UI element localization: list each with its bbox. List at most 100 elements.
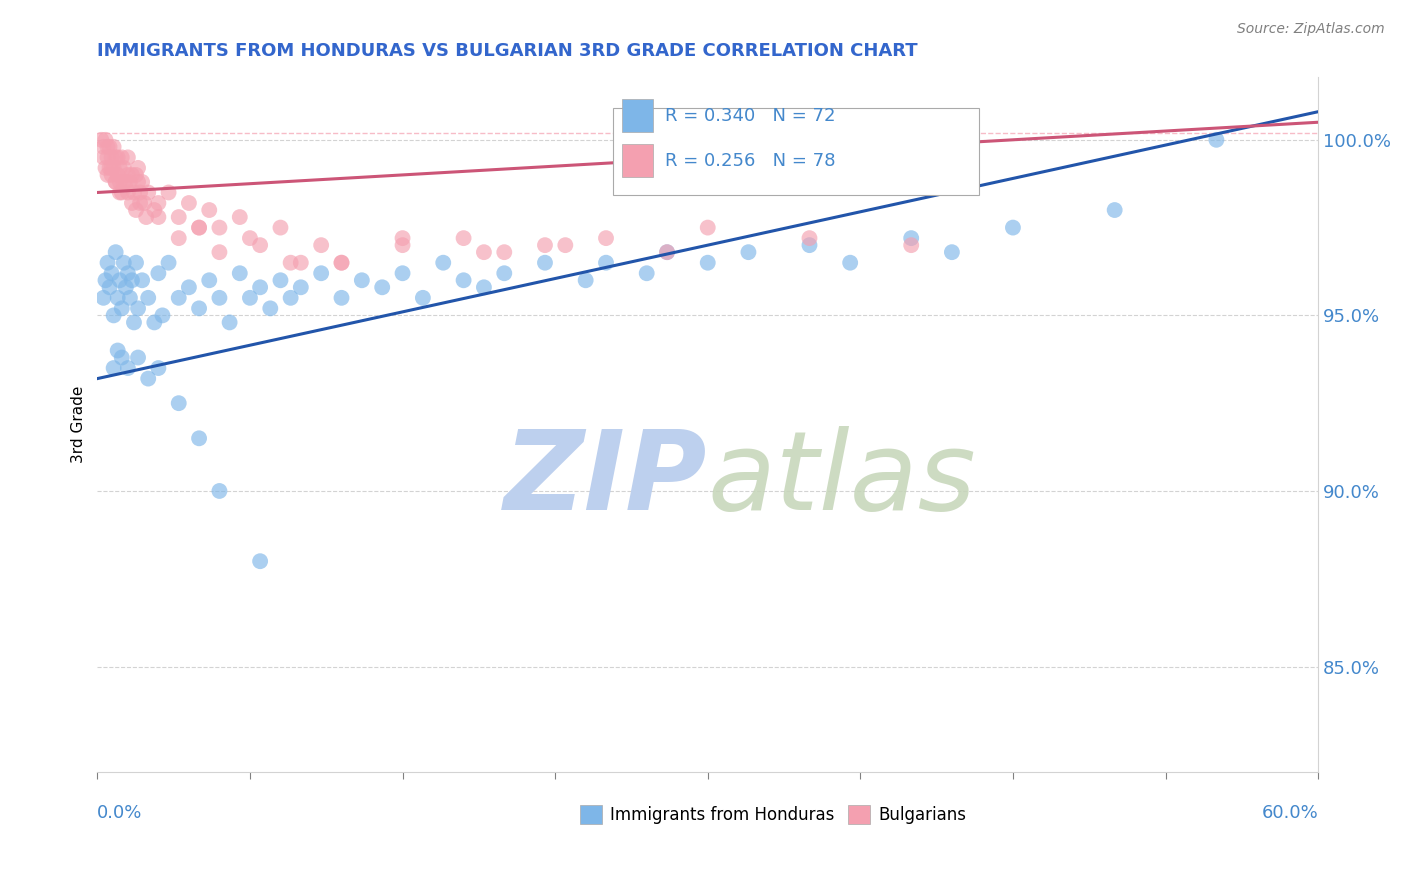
Point — [108, 175, 131, 189]
Point — [98, 280, 121, 294]
Point — [696, 256, 718, 270]
Point — [249, 280, 271, 294]
Point — [188, 220, 211, 235]
Point — [131, 273, 153, 287]
Point — [799, 231, 821, 245]
Point — [269, 273, 291, 287]
Point — [94, 161, 117, 175]
Point — [472, 245, 495, 260]
Point — [799, 238, 821, 252]
Point — [239, 231, 262, 245]
Point — [280, 256, 302, 270]
Text: 60.0%: 60.0% — [1261, 804, 1319, 822]
Point — [188, 220, 211, 235]
Point — [259, 301, 281, 316]
Point — [696, 220, 718, 235]
Point — [104, 175, 127, 189]
Point — [136, 291, 159, 305]
Point — [108, 161, 131, 175]
Point — [118, 175, 141, 189]
Point — [143, 315, 166, 329]
Point — [107, 343, 129, 358]
Point — [121, 196, 143, 211]
Point — [127, 301, 149, 316]
Point — [117, 150, 139, 164]
Text: R = 0.256   N = 78: R = 0.256 N = 78 — [665, 153, 835, 170]
Point — [167, 210, 190, 224]
Point — [595, 231, 617, 245]
Point — [239, 291, 262, 305]
Text: Source: ZipAtlas.com: Source: ZipAtlas.com — [1237, 22, 1385, 37]
Point — [839, 256, 862, 270]
Point — [208, 483, 231, 498]
Point — [249, 238, 271, 252]
Bar — [613, 108, 979, 194]
Point — [93, 291, 115, 305]
Point — [167, 396, 190, 410]
Point — [103, 140, 125, 154]
Point — [167, 291, 190, 305]
Point — [122, 315, 145, 329]
Point — [93, 140, 115, 154]
Point — [595, 256, 617, 270]
Point — [391, 238, 413, 252]
Point — [290, 256, 312, 270]
Point — [103, 309, 125, 323]
Text: R = 0.340   N = 72: R = 0.340 N = 72 — [665, 107, 835, 125]
Point — [100, 150, 122, 164]
Point — [371, 280, 394, 294]
Point — [125, 168, 148, 182]
Point — [412, 291, 434, 305]
Point — [534, 238, 557, 252]
Point — [114, 280, 136, 294]
Point — [100, 161, 122, 175]
Point — [309, 238, 332, 252]
Point — [112, 175, 135, 189]
Point — [127, 175, 149, 189]
Point — [157, 256, 180, 270]
Point — [1104, 202, 1126, 217]
Point — [188, 301, 211, 316]
Point — [177, 196, 200, 211]
Point — [103, 161, 125, 175]
Point — [94, 273, 117, 287]
Point — [198, 273, 221, 287]
Point — [111, 301, 134, 316]
Point — [177, 280, 200, 294]
Point — [494, 245, 516, 260]
Point — [96, 168, 118, 182]
Point — [104, 245, 127, 260]
Point — [655, 245, 678, 260]
Point — [148, 210, 170, 224]
Point — [93, 150, 115, 164]
Point — [941, 245, 963, 260]
Point — [188, 431, 211, 445]
Point — [655, 245, 678, 260]
Point — [198, 202, 221, 217]
Point — [98, 140, 121, 154]
Point — [117, 361, 139, 376]
Point — [269, 220, 291, 235]
Point — [94, 133, 117, 147]
Point — [96, 256, 118, 270]
Point — [107, 291, 129, 305]
Point — [534, 256, 557, 270]
Point — [108, 186, 131, 200]
Point — [129, 186, 152, 200]
Point — [121, 168, 143, 182]
Point — [1205, 133, 1227, 147]
Point — [90, 133, 112, 147]
Point — [229, 210, 252, 224]
Point — [129, 196, 152, 211]
Point — [218, 315, 240, 329]
Point — [472, 280, 495, 294]
Point — [107, 150, 129, 164]
Y-axis label: 3rd Grade: 3rd Grade — [72, 385, 86, 463]
Text: atlas: atlas — [707, 426, 976, 533]
Text: Bulgarians: Bulgarians — [879, 806, 967, 824]
Point — [127, 161, 149, 175]
Point — [900, 231, 922, 245]
Point — [125, 256, 148, 270]
Point — [104, 150, 127, 164]
Point — [249, 554, 271, 568]
